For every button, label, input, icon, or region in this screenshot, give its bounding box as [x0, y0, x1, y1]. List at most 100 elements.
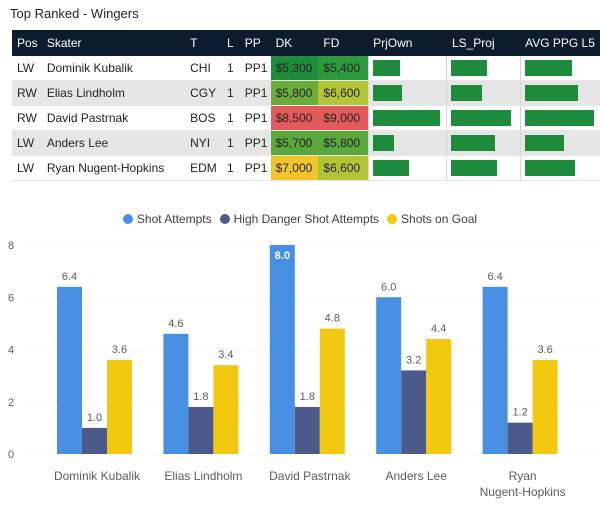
- cell-ls-proj-bar: [446, 130, 521, 156]
- bar-high-danger-shot-attempts: [294, 406, 320, 454]
- data-bar: [524, 135, 565, 151]
- cell-skater: Anders Lee: [41, 130, 186, 156]
- data-label: 6.4: [62, 271, 77, 283]
- x-category-label: Elias Lindholm: [164, 469, 242, 483]
- shots-chart: Shot Attempts High Danger Shot Attempts Sh…: [0, 205, 600, 519]
- table-row[interactable]: RW Elias Lindholm CGY 1 PP1 $5,800 $6,600: [12, 80, 600, 106]
- cell-pos: LW: [12, 155, 42, 181]
- data-bar: [524, 110, 595, 126]
- cell-prj-own-bar: [367, 155, 447, 181]
- bar-shot-attempts: [482, 286, 508, 454]
- table-row[interactable]: LW Anders Lee NYI 1 PP1 $5,700 $5,800: [12, 130, 600, 156]
- x-category-label: Ryan Nugent-Hopkins: [480, 469, 566, 499]
- cell-dk-salary: $8,500: [270, 105, 319, 131]
- cell-dk-salary: $7,000: [270, 155, 319, 181]
- cell-team: CGY: [185, 80, 222, 106]
- bar-high-danger-shot-attempts: [82, 427, 107, 454]
- legend-item[interactable]: Shot Attempts: [122, 212, 212, 226]
- data-label: 4.8: [325, 313, 340, 325]
- cell-skater: Elias Lindholm: [41, 80, 186, 106]
- bar-shots-on-goal: [532, 359, 558, 454]
- data-bar: [524, 160, 575, 176]
- x-category-label-line: Dominik Kubalik: [54, 469, 141, 483]
- page-title: Top Ranked - Wingers: [10, 6, 139, 21]
- data-label: 6.4: [487, 271, 502, 283]
- cell-line: 1: [221, 130, 240, 156]
- cell-pos: LW: [12, 130, 42, 156]
- cell-team: CHI: [185, 56, 222, 81]
- data-bar: [372, 135, 394, 151]
- cell-prj-own-bar: [367, 105, 447, 131]
- x-category-label-line: Elias Lindholm: [164, 469, 242, 483]
- column-header[interactable]: Skater: [41, 30, 186, 56]
- data-label: 3.6: [537, 344, 552, 356]
- column-header[interactable]: T: [185, 30, 222, 56]
- cell-fd-salary: $6,600: [318, 155, 369, 181]
- chart-legend: Shot Attempts High Danger Shot Attempts Sh…: [0, 212, 600, 226]
- bar-shots-on-goal: [107, 359, 132, 454]
- column-header[interactable]: PrjOwn: [368, 30, 447, 56]
- cell-skater: Dominik Kubalik: [41, 56, 186, 81]
- column-header[interactable]: AVG PPG L5: [520, 30, 600, 56]
- column-header[interactable]: Pos: [12, 30, 42, 56]
- x-category-label: Anders Lee: [386, 469, 448, 483]
- cell-ls-proj-bar: [446, 155, 521, 181]
- cell-pp: PP1: [239, 80, 271, 106]
- cell-pos: RW: [12, 80, 42, 106]
- data-bar: [451, 85, 483, 101]
- column-header[interactable]: DK: [270, 30, 319, 56]
- legend-item[interactable]: Shots on Goal: [387, 212, 477, 226]
- legend-item[interactable]: High Danger Shot Attempts: [219, 212, 380, 226]
- y-tick-label: 8: [8, 240, 14, 252]
- cell-avg-ppg-bar: [519, 56, 600, 81]
- x-category-label: Dominik Kubalik: [54, 469, 141, 483]
- cell-skater: David Pastrnak: [41, 105, 186, 131]
- table-row[interactable]: RW David Pastrnak BOS 1 PP1 $8,500 $9,000: [12, 105, 600, 131]
- column-header[interactable]: LS_Proj: [446, 30, 521, 56]
- legend-dot: [387, 214, 398, 224]
- column-header[interactable]: PP: [239, 30, 271, 56]
- bar-high-danger-shot-attempts: [401, 370, 427, 454]
- cell-pos: RW: [12, 105, 42, 131]
- wingers-table: Pos Skater T L PP DK FD PrjOwn LS_Proj AVG PPG L5…: [12, 30, 600, 181]
- legend-dot: [122, 214, 133, 224]
- bar-shot-attempts: [57, 286, 82, 454]
- cell-pp: PP1: [239, 130, 271, 156]
- data-label: 1.8: [300, 391, 315, 403]
- cell-pp: PP1: [239, 155, 271, 181]
- data-label: 3.2: [406, 354, 421, 366]
- cell-ls-proj-bar: [446, 56, 521, 81]
- cell-avg-ppg-bar: [519, 105, 600, 131]
- table-row[interactable]: LW Dominik Kubalik CHI 1 PP1 $5,300 $5,400: [12, 56, 600, 81]
- bar-shots-on-goal: [319, 328, 345, 454]
- cell-team: NYI: [185, 130, 222, 156]
- cell-team: EDM: [185, 155, 222, 181]
- legend-label: Shot Attempts: [136, 212, 212, 226]
- data-label: 1.0: [87, 412, 102, 424]
- data-label: 6.0: [381, 281, 396, 293]
- data-label: 4.6: [168, 318, 183, 330]
- bar-shot-attempts: [269, 245, 295, 454]
- cell-fd-salary: $6,600: [318, 80, 369, 106]
- bar-high-danger-shot-attempts: [507, 422, 533, 454]
- y-tick-label: 4: [8, 345, 14, 357]
- legend-label: High Danger Shot Attempts: [233, 212, 380, 226]
- cell-ls-proj-bar: [446, 105, 521, 131]
- bar-shot-attempts: [376, 297, 402, 454]
- data-label: 3.4: [218, 349, 233, 361]
- data-bar: [524, 60, 573, 76]
- legend-label: Shots on Goal: [401, 212, 478, 226]
- x-category-label-line: Nugent-Hopkins: [480, 485, 566, 499]
- table-header-row: Pos Skater T L PP DK FD PrjOwn LS_Proj AVG PPG L5: [12, 30, 600, 56]
- bar-high-danger-shot-attempts: [188, 406, 214, 454]
- data-bar: [372, 160, 410, 176]
- cell-dk-salary: $5,700: [270, 130, 319, 156]
- cell-avg-ppg-bar: [519, 155, 600, 181]
- column-header[interactable]: FD: [318, 30, 369, 56]
- cell-prj-own-bar: [367, 56, 447, 81]
- cell-line: 1: [221, 80, 240, 106]
- table-row[interactable]: LW Ryan Nugent-Hopkins EDM 1 PP1 $7,000 $6,600: [12, 155, 600, 181]
- data-bar: [451, 60, 488, 76]
- column-header[interactable]: L: [221, 30, 240, 56]
- data-bar: [451, 135, 496, 151]
